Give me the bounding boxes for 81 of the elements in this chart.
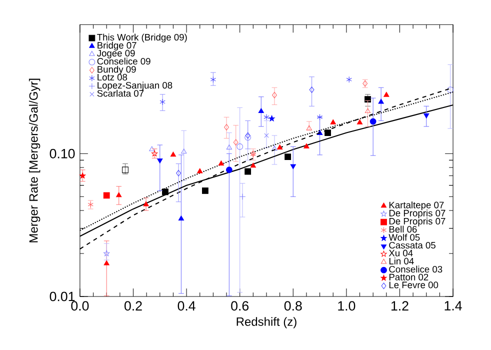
y-tick-label: 0.01 [50, 292, 75, 302]
point [202, 188, 208, 194]
point [306, 125, 312, 130]
legend-label: Jogee 09 [97, 50, 135, 58]
legend-label: Cassata 05 [389, 242, 436, 249]
point [226, 144, 232, 150]
legend-label: Xu 04 [388, 250, 413, 256]
legend-label: Conselice 03 [389, 266, 442, 273]
x-tick-label: 0.0 [71, 301, 89, 311]
point [277, 144, 283, 150]
point [272, 92, 277, 98]
y-axis-title: Merger Rate [Mergers/Gal/Gyr] [28, 78, 40, 242]
point [122, 166, 128, 174]
legend-label: Bridge 07 [98, 42, 136, 51]
point [152, 150, 158, 156]
x-tick-label: 1.2 [392, 301, 408, 311]
legend-label: Bell 06 [389, 226, 417, 233]
point [384, 92, 390, 97]
point [218, 160, 224, 166]
point [178, 216, 184, 221]
point [290, 164, 296, 170]
point [356, 119, 363, 124]
point [268, 115, 275, 122]
point [424, 114, 430, 118]
point [250, 162, 256, 168]
x-tick-label: 1.0 [338, 301, 356, 311]
x-tick-label: 0.6 [231, 301, 249, 311]
x-tick-label: 0.2 [124, 301, 142, 311]
legend-label: De Propris 07 [389, 210, 446, 218]
x-tick-label: 0.8 [284, 301, 302, 311]
point [370, 118, 376, 125]
point [224, 124, 229, 131]
legend-label: Kartaltepe 07 [389, 202, 444, 210]
point [143, 201, 149, 206]
point [170, 152, 176, 157]
y-tick-label: 0.10 [50, 149, 75, 158]
point [364, 108, 371, 114]
legend-label: Le Fevre 00 [389, 282, 438, 288]
point [149, 146, 155, 152]
legend-label: Lopez-Sanjuan 08 [98, 82, 172, 91]
point [447, 86, 454, 94]
point [304, 144, 310, 148]
point [236, 144, 244, 150]
point [233, 139, 238, 146]
point [103, 192, 110, 199]
point [116, 192, 122, 198]
point [324, 130, 331, 136]
legend-label: De Propris 07 [389, 218, 446, 226]
point [104, 250, 110, 256]
point [258, 108, 264, 114]
point [309, 86, 314, 94]
point [264, 133, 269, 138]
point [181, 148, 187, 154]
point [284, 154, 292, 160]
point [210, 76, 216, 83]
point [244, 168, 252, 175]
legend-label: Patton 02 [389, 274, 428, 281]
legend-label: Lotz 08 [98, 74, 128, 81]
point [316, 114, 323, 120]
point [378, 98, 384, 104]
point [346, 76, 352, 83]
legend-label: Lin 04 [389, 258, 414, 265]
x-tick-label: 1.4 [444, 301, 462, 310]
point [104, 260, 110, 266]
legend-label: Conselice 09 [97, 58, 150, 65]
point [80, 172, 86, 179]
point [157, 158, 163, 164]
point [272, 146, 278, 151]
legend-label: This Work (Bridge 09) [97, 34, 187, 43]
point [226, 166, 232, 174]
x-tick-label: 0.4 [178, 301, 196, 311]
point [160, 98, 166, 106]
point [176, 170, 182, 176]
legend-label: Wolf 05 [388, 234, 420, 241]
legend-label: Bundy 09 [98, 66, 136, 75]
point [239, 194, 246, 200]
point [264, 114, 270, 120]
x-axis-title: Redshift (z) [236, 317, 296, 328]
point [330, 119, 336, 124]
legend-label: Scarlata 07 [97, 90, 144, 97]
point [197, 168, 203, 174]
